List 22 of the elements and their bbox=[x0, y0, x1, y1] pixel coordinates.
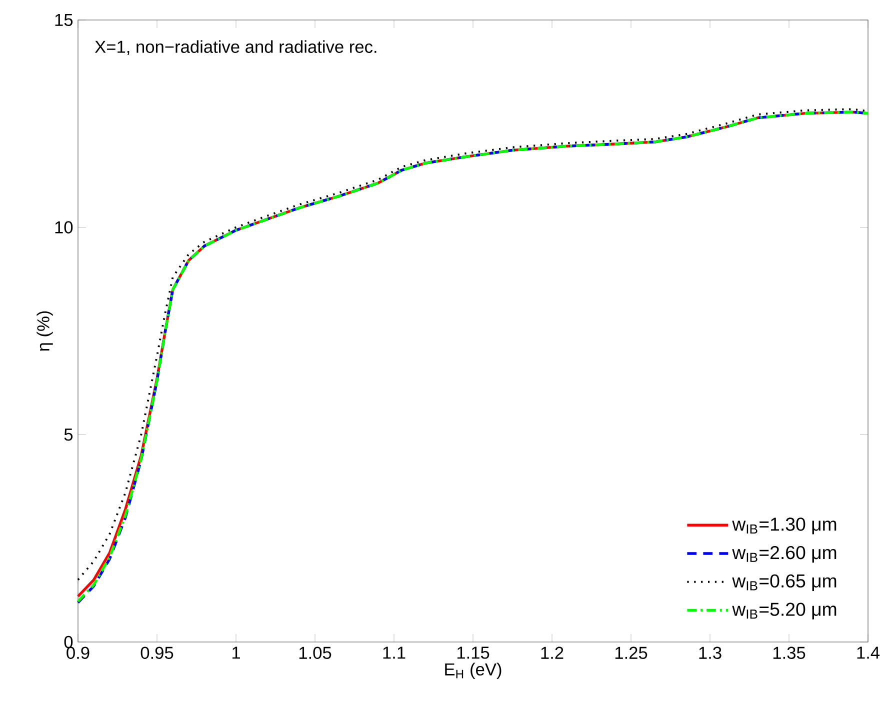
x-tick-label: 1.1 bbox=[383, 646, 406, 659]
y-tick-label: 15 bbox=[55, 14, 73, 26]
annotation: X=1, non−radiative and radiative rec. bbox=[94, 40, 376, 56]
x-tick-label: 1 bbox=[232, 646, 240, 659]
y-axis-title: η (%) bbox=[36, 311, 53, 351]
legend-label: w$_{IB}$=1.30 μm bbox=[732, 518, 836, 534]
x-tick-label: 1.05 bbox=[299, 646, 332, 659]
x-tick-label: 1.2 bbox=[541, 646, 564, 659]
y-tick-label: 0 bbox=[64, 636, 73, 648]
y-tick-label: 10 bbox=[55, 221, 73, 234]
x-tick-label: 0.95 bbox=[140, 646, 174, 659]
y-tick-label: 5 bbox=[64, 428, 73, 441]
x-tick-label: 1.25 bbox=[615, 646, 648, 659]
x-tick-label: 1.3 bbox=[699, 646, 722, 659]
x-axis-title: E$_{H}$ (eV) bbox=[445, 662, 502, 679]
x-tick-label: 1.15 bbox=[457, 646, 490, 659]
x-tick-label: 1.35 bbox=[773, 646, 806, 659]
legend-label: w$_{IB}$=2.60 μm bbox=[732, 546, 836, 563]
legend-label: w$_{IB}$=5.20 μm bbox=[732, 602, 836, 620]
x-tick-label: 0.9 bbox=[66, 646, 90, 659]
legend-label: w$_{IB}$=0.65 μm bbox=[732, 574, 836, 591]
x-tick-label: 1.4 bbox=[857, 646, 880, 659]
